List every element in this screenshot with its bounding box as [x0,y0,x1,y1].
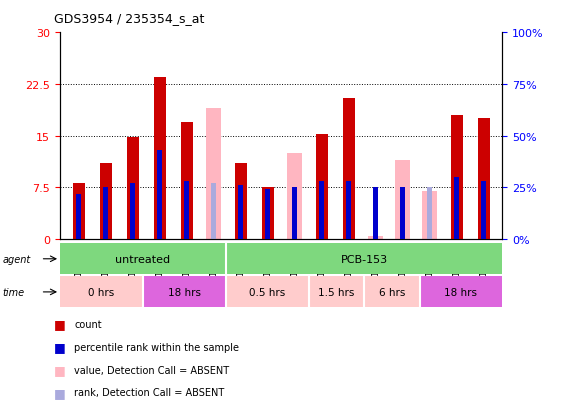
Bar [235,164,247,240]
Text: count: count [74,319,102,329]
Text: rank, Detection Call = ABSENT: rank, Detection Call = ABSENT [74,387,224,397]
Bar [130,184,135,240]
Bar [143,277,226,308]
Bar [127,138,139,240]
Bar [226,277,309,308]
Bar [309,277,364,308]
Bar [226,244,502,275]
Bar [238,186,243,240]
Text: ■: ■ [54,363,66,376]
Bar [287,154,302,240]
Bar [477,119,490,240]
Text: percentile rank within the sample: percentile rank within the sample [74,342,239,352]
Text: time: time [3,287,25,297]
Bar [422,191,437,240]
Text: ■: ■ [54,386,66,399]
Bar [184,182,189,240]
Bar [60,277,143,308]
Bar [154,78,166,240]
Bar [454,178,459,240]
Bar [103,188,108,240]
Bar [77,194,81,240]
Bar [211,184,216,240]
Bar [316,134,328,240]
Bar [420,277,502,308]
Text: agent: agent [3,254,31,264]
Bar [206,109,221,240]
Bar [60,244,226,275]
Text: 1.5 hrs: 1.5 hrs [319,287,355,297]
Bar [395,160,410,240]
Text: 18 hrs: 18 hrs [168,287,201,297]
Text: ■: ■ [54,340,66,354]
Text: 0.5 hrs: 0.5 hrs [250,287,286,297]
Bar [368,236,383,240]
Bar [343,98,355,240]
Bar [373,188,378,240]
Bar [451,116,463,240]
Bar [266,190,270,240]
Bar [346,182,351,240]
Bar [73,183,85,240]
Bar [481,182,486,240]
Text: ■: ■ [54,318,66,331]
Bar [262,188,274,240]
Bar [364,277,420,308]
Bar [292,188,297,240]
Bar [158,151,162,240]
Text: 18 hrs: 18 hrs [444,287,477,297]
Bar [400,188,405,240]
Text: GDS3954 / 235354_s_at: GDS3954 / 235354_s_at [54,12,204,25]
Bar [319,182,324,240]
Bar [427,188,432,240]
Bar [180,123,193,240]
Bar [100,164,112,240]
Text: PCB-153: PCB-153 [341,254,388,264]
Text: value, Detection Call = ABSENT: value, Detection Call = ABSENT [74,365,230,375]
Text: 0 hrs: 0 hrs [89,287,115,297]
Text: 6 hrs: 6 hrs [379,287,405,297]
Text: untreated: untreated [115,254,171,264]
